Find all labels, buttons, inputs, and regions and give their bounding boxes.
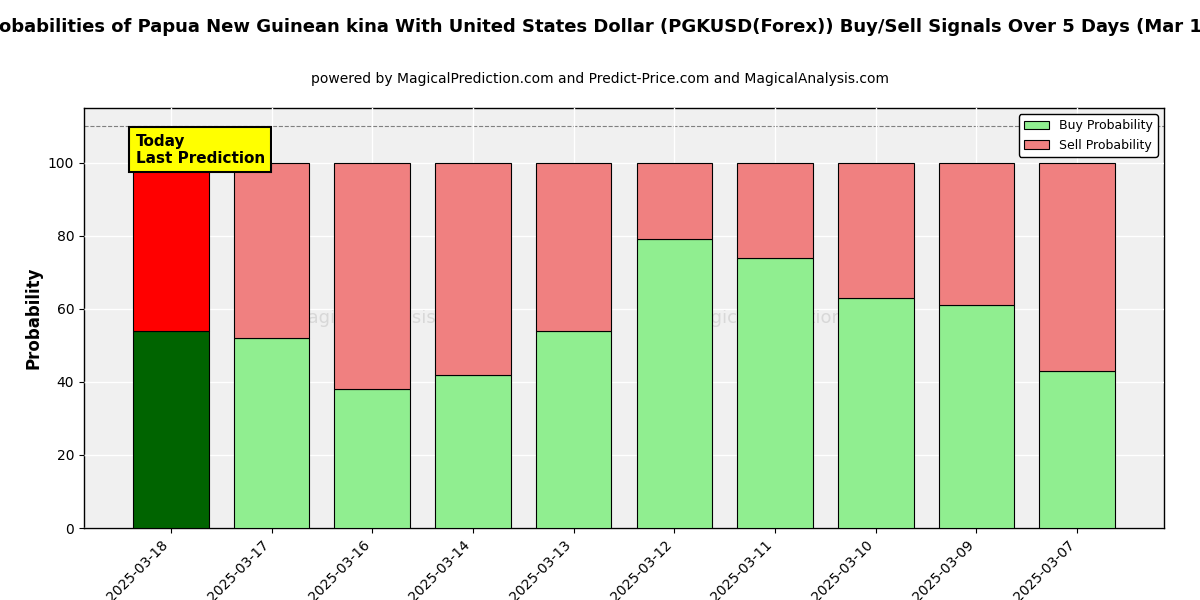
Bar (436, 163, 511, 374)
Bar (335, 389, 410, 528)
Bar (1039, 163, 1115, 371)
Bar (938, 305, 1014, 528)
Text: Today
Last Prediction: Today Last Prediction (136, 134, 265, 166)
Y-axis label: Probability: Probability (24, 267, 42, 369)
Bar (838, 163, 913, 298)
Bar (838, 298, 913, 528)
Legend: Buy Probability, Sell Probability: Buy Probability, Sell Probability (1019, 114, 1158, 157)
Bar (234, 338, 310, 528)
Bar (234, 163, 310, 338)
Bar (335, 163, 410, 389)
Bar (536, 331, 612, 528)
Bar (938, 163, 1014, 305)
Bar (737, 163, 812, 258)
Bar (737, 258, 812, 528)
Text: MagicalAnalysis.com: MagicalAnalysis.com (293, 309, 480, 327)
Bar (133, 163, 209, 331)
Bar (536, 163, 612, 331)
Bar (133, 331, 209, 528)
Bar (636, 239, 712, 528)
Text: Probabilities of Papua New Guinean kina With United States Dollar (PGKUSD(Forex): Probabilities of Papua New Guinean kina … (0, 18, 1200, 36)
Bar (1039, 371, 1115, 528)
Text: powered by MagicalPrediction.com and Predict-Price.com and MagicalAnalysis.com: powered by MagicalPrediction.com and Pre… (311, 72, 889, 86)
Bar (636, 163, 712, 239)
Text: MagicalPrediction.com: MagicalPrediction.com (684, 309, 888, 327)
Bar (436, 374, 511, 528)
